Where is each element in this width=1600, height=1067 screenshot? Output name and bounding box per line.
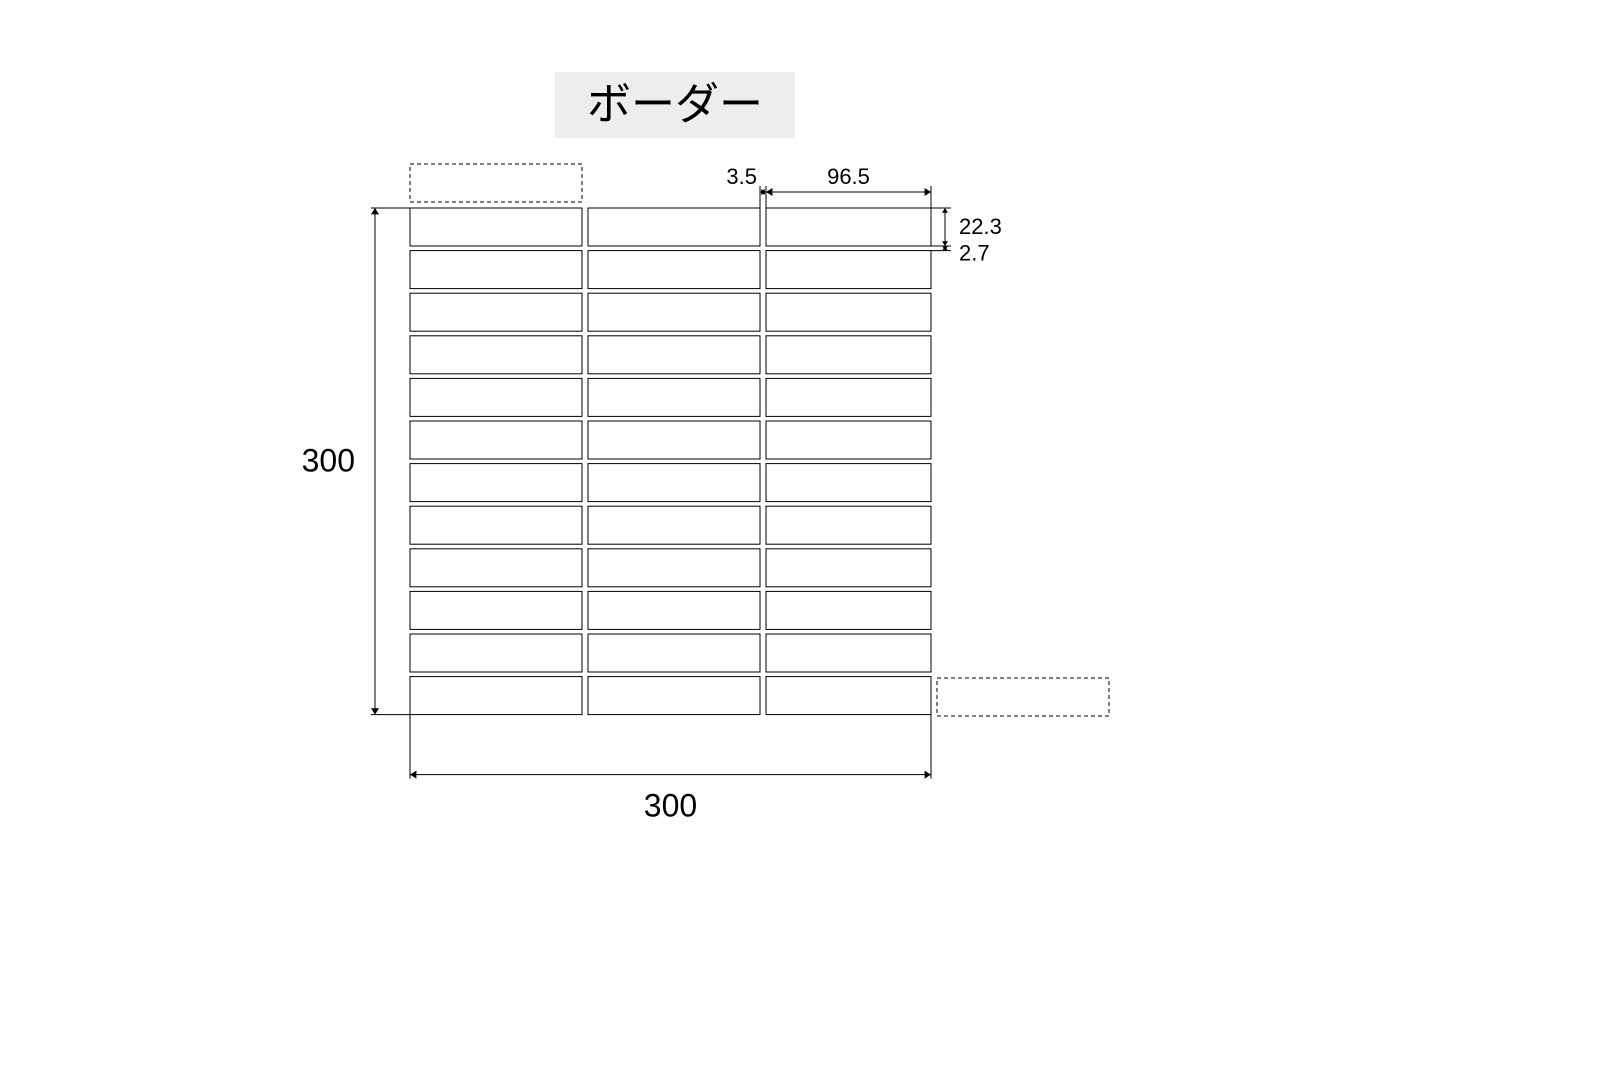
tile bbox=[588, 549, 760, 587]
dim-row-gap-label: 2.7 bbox=[959, 241, 990, 266]
ghost-tile bbox=[410, 164, 582, 202]
dim-height-label: 300 bbox=[302, 442, 355, 478]
tile bbox=[766, 421, 931, 459]
dim-cell-width-label: 96.5 bbox=[827, 164, 870, 189]
tile bbox=[588, 634, 760, 672]
tile bbox=[766, 634, 931, 672]
tile bbox=[410, 421, 582, 459]
tile bbox=[410, 677, 582, 715]
tile bbox=[588, 677, 760, 715]
tile bbox=[588, 464, 760, 502]
tile bbox=[410, 251, 582, 289]
tile bbox=[766, 506, 931, 544]
tile bbox=[588, 378, 760, 416]
tile bbox=[410, 591, 582, 629]
tile bbox=[766, 336, 931, 374]
tile bbox=[766, 677, 931, 715]
tile bbox=[410, 293, 582, 331]
tile bbox=[588, 293, 760, 331]
tile bbox=[410, 464, 582, 502]
tile bbox=[588, 421, 760, 459]
tile bbox=[410, 336, 582, 374]
tile bbox=[410, 506, 582, 544]
dim-width-label: 300 bbox=[644, 788, 697, 824]
tile bbox=[588, 506, 760, 544]
tile bbox=[766, 591, 931, 629]
dim-col-gap-label: 3.5 bbox=[726, 164, 757, 189]
diagram-canvas: 300 300 3.5 96.5 22.32.7 bbox=[0, 0, 1600, 1067]
tile bbox=[588, 251, 760, 289]
tile bbox=[410, 549, 582, 587]
tile bbox=[766, 293, 931, 331]
tile bbox=[766, 549, 931, 587]
tile bbox=[410, 208, 582, 246]
tile bbox=[588, 208, 760, 246]
ghost-tile bbox=[937, 678, 1109, 716]
tile bbox=[588, 591, 760, 629]
dim-cell-height-label: 22.3 bbox=[959, 214, 1002, 239]
tile bbox=[410, 634, 582, 672]
tile bbox=[766, 378, 931, 416]
tile bbox=[588, 336, 760, 374]
tile bbox=[766, 208, 931, 246]
tile bbox=[766, 464, 931, 502]
tile bbox=[410, 378, 582, 416]
tile bbox=[766, 251, 931, 289]
